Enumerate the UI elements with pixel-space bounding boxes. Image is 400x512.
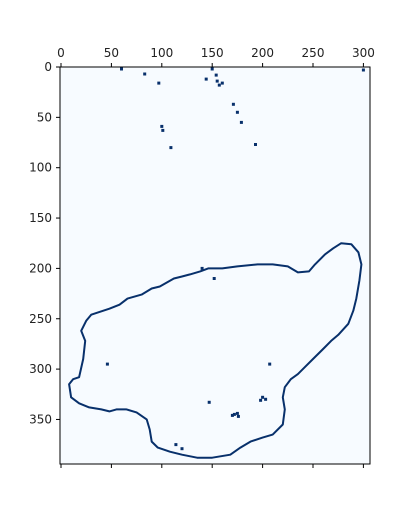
- plot-background: [60, 67, 370, 464]
- data-point: [120, 67, 123, 71]
- data-point: [217, 83, 221, 87]
- data-point: [220, 81, 224, 85]
- x-tick-label: 0: [57, 46, 65, 60]
- y-tick-label: 200: [29, 261, 52, 275]
- y-tick-label: 150: [29, 211, 52, 225]
- data-point: [160, 124, 164, 128]
- data-point: [215, 79, 219, 83]
- data-point: [235, 110, 239, 114]
- y-tick-label: 350: [29, 412, 52, 426]
- x-tick-label: 300: [352, 46, 375, 60]
- plot-frame: [59, 66, 371, 465]
- data-point: [210, 67, 214, 71]
- data-point: [143, 72, 147, 76]
- x-tick-label: 100: [150, 46, 173, 60]
- x-tick-label: 150: [201, 46, 224, 60]
- data-point: [235, 411, 239, 415]
- data-point: [259, 398, 263, 402]
- data-point: [161, 128, 165, 132]
- data-point: [212, 277, 216, 280]
- y-tick-label: 250: [29, 312, 52, 326]
- y-tick-label: 50: [37, 110, 52, 124]
- y-tick-label: 100: [29, 161, 52, 175]
- data-point: [231, 102, 235, 106]
- x-tick-label: 250: [302, 46, 325, 60]
- data-point: [204, 77, 208, 81]
- x-axis-bottom-ticks: [60, 464, 364, 468]
- data-point: [207, 400, 211, 404]
- data-point: [214, 73, 218, 77]
- data-point: [169, 146, 173, 150]
- data-point: [361, 68, 365, 72]
- data-point: [236, 414, 240, 418]
- data-point: [239, 120, 243, 124]
- data-point: [105, 362, 109, 366]
- image-marks: [68, 67, 365, 459]
- y-axis: 0 50 100 150 200 250 300 350: [29, 60, 60, 426]
- data-point: [157, 81, 161, 85]
- data-point: [254, 143, 257, 146]
- x-axis: 0 50 100 150 200 250 300: [57, 46, 375, 67]
- y-tick-label: 300: [29, 362, 52, 376]
- x-tick-label: 200: [251, 46, 274, 60]
- data-point: [232, 412, 236, 416]
- data-point: [174, 443, 178, 447]
- y-tick-label: 0: [44, 60, 52, 74]
- data-point: [261, 395, 265, 399]
- data-point: [200, 266, 204, 270]
- x-tick-label: 50: [104, 46, 119, 60]
- data-point: [180, 447, 184, 451]
- data-point: [264, 397, 268, 401]
- data-point: [230, 413, 234, 417]
- data-point: [268, 362, 272, 366]
- shape-outline: [68, 242, 363, 459]
